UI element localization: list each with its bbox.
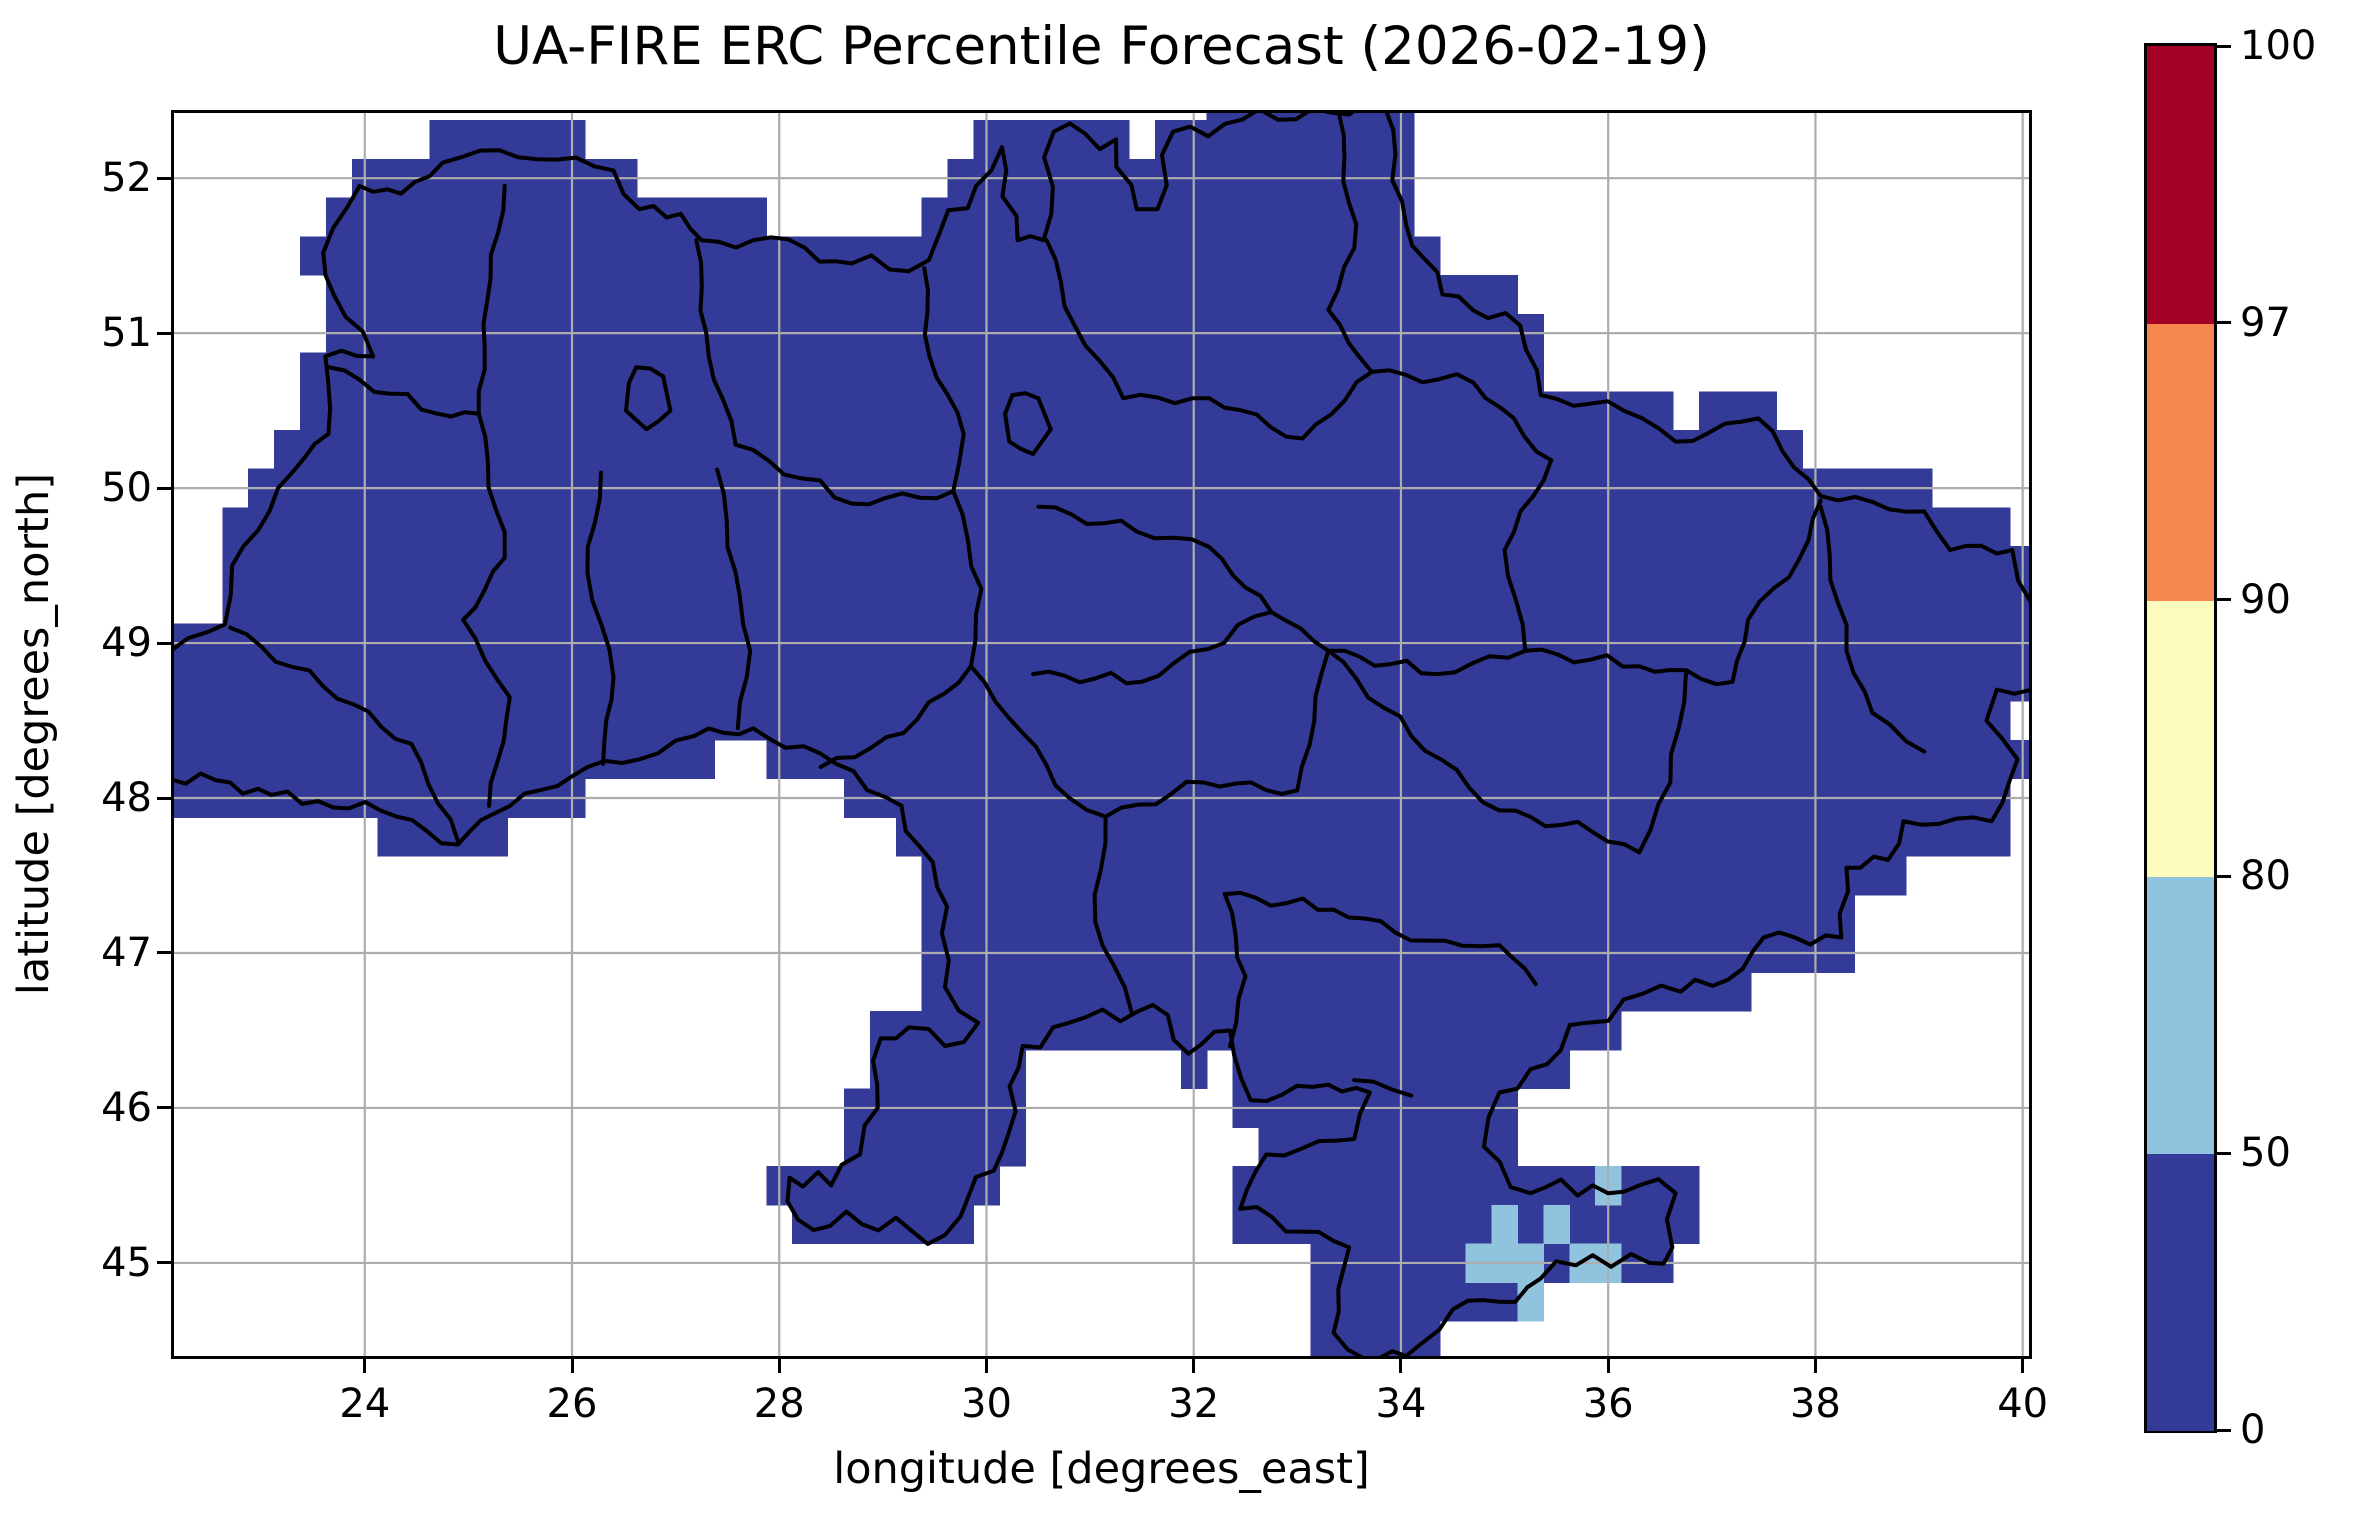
colorbar-tick-mark: [2217, 321, 2231, 325]
map-plot-area: [171, 110, 2032, 1359]
region-borders: [171, 110, 2032, 1359]
oblast-border: [733, 442, 956, 507]
colorbar-tick-label: 90: [2240, 576, 2291, 623]
y-tick-mark: [157, 1261, 171, 1265]
x-tick-mark: [363, 1359, 367, 1373]
x-tick-mark: [1606, 1359, 1610, 1373]
oblast-border: [922, 266, 966, 494]
oblast-border: [1036, 504, 1331, 653]
x-tick-mark: [1192, 1359, 1196, 1373]
oblast-border: [1031, 610, 1274, 686]
erc-cells-0-50: [171, 110, 2032, 1359]
x-tick-label: 36: [1582, 1381, 1634, 1427]
oblast-border: [694, 238, 738, 447]
y-tick-mark: [157, 331, 171, 335]
colorbar-segment: [2147, 599, 2214, 878]
x-axis-label: longitude [degrees_east]: [833, 1444, 1370, 1494]
colorbar-segment: [2147, 46, 2214, 324]
oblast-border: [326, 365, 481, 419]
oblast-border: [1369, 368, 1554, 463]
oblast-border: [818, 664, 973, 769]
oblast-border: [1326, 648, 1528, 677]
oblast-border: [1326, 648, 1502, 813]
oblast-border: [1092, 814, 1134, 1014]
x-tick-label: 38: [1789, 1381, 1841, 1427]
oblast-border: [951, 489, 1025, 735]
y-tick-label: 49: [101, 620, 152, 667]
colorbar-tick-label: 100: [2240, 23, 2317, 69]
x-tick-label: 32: [1168, 1381, 1220, 1427]
oblast-border: [1003, 391, 1053, 456]
colorbar-tick-label: 0: [2240, 1407, 2266, 1453]
colorbar-tick-label: 50: [2240, 1130, 2291, 1177]
oblast-border: [1020, 731, 1108, 819]
colorbar-tick-label: 97: [2240, 299, 2291, 346]
x-tick-mark: [984, 1359, 988, 1373]
x-tick-mark: [777, 1359, 781, 1373]
gridlines: [171, 110, 2032, 1359]
x-tick-label: 28: [753, 1381, 805, 1427]
x-tick-mark: [1399, 1359, 1403, 1373]
x-tick-label: 30: [961, 1381, 1012, 1427]
y-tick-label: 45: [101, 1239, 152, 1286]
x-tick-label: 24: [339, 1381, 391, 1427]
colorbar-segment: [2147, 1153, 2214, 1431]
oblast-border: [1352, 1078, 1414, 1098]
oblast-border: [1523, 617, 1751, 687]
oblast-border: [1121, 369, 1374, 441]
colorbar-tick-mark: [2217, 1428, 2231, 1432]
y-tick-mark: [157, 1106, 171, 1110]
oblast-border: [1637, 672, 1688, 855]
x-tick-label: 34: [1375, 1381, 1427, 1427]
colorbar-segment: [2147, 322, 2214, 601]
y-tick-label: 52: [101, 155, 152, 202]
oblast-border: [1044, 238, 1126, 401]
y-tick-label: 48: [101, 775, 152, 822]
y-tick-label: 47: [101, 929, 152, 976]
oblast-border: [715, 467, 753, 731]
y-tick-mark: [157, 641, 171, 645]
oblast-border: [623, 365, 673, 432]
colorbar-segment: [2147, 876, 2214, 1155]
colorbar: [2144, 43, 2217, 1433]
colorbar-tick-mark: [2217, 1151, 2231, 1155]
country-border: [171, 250, 376, 653]
x-tick-mark: [1813, 1359, 1817, 1373]
oblast-border: [585, 470, 616, 766]
oblast-border: [1103, 648, 1331, 819]
y-tick-mark: [157, 796, 171, 800]
oblast-border: [1326, 111, 1374, 374]
country-border: [171, 687, 2032, 1359]
x-tick-mark: [570, 1359, 574, 1373]
oblast-border: [1222, 890, 1538, 986]
oblast-border: [1818, 504, 1927, 754]
x-tick-label: 26: [546, 1381, 598, 1427]
oblast-border: [1497, 808, 1642, 855]
oblast-border: [1746, 498, 1823, 622]
country-border: [321, 110, 2032, 607]
y-axis-label: latitude [degrees_north]: [9, 472, 59, 996]
x-tick-label: 40: [1997, 1381, 2049, 1427]
oblast-border: [1502, 458, 1554, 653]
oblast-border: [461, 411, 512, 808]
y-tick-label: 51: [101, 310, 152, 357]
y-tick-mark: [157, 176, 171, 180]
colorbar-tick-mark: [2217, 598, 2231, 602]
oblast-border: [228, 625, 460, 844]
x-tick-mark: [2021, 1359, 2025, 1373]
y-tick-mark: [157, 951, 171, 955]
colorbar-tick-mark: [2217, 44, 2231, 48]
axes-spines: [171, 110, 2032, 1359]
y-tick-label: 46: [101, 1084, 152, 1131]
plot-title: UA-FIRE ERC Percentile Forecast (2026-02…: [493, 16, 1710, 77]
y-tick-mark: [157, 486, 171, 490]
colorbar-tick-mark: [2217, 874, 2231, 878]
y-tick-label: 50: [101, 465, 152, 512]
colorbar-tick-label: 80: [2240, 853, 2291, 900]
oblast-border: [1222, 892, 1248, 1048]
oblast-border: [476, 183, 507, 416]
